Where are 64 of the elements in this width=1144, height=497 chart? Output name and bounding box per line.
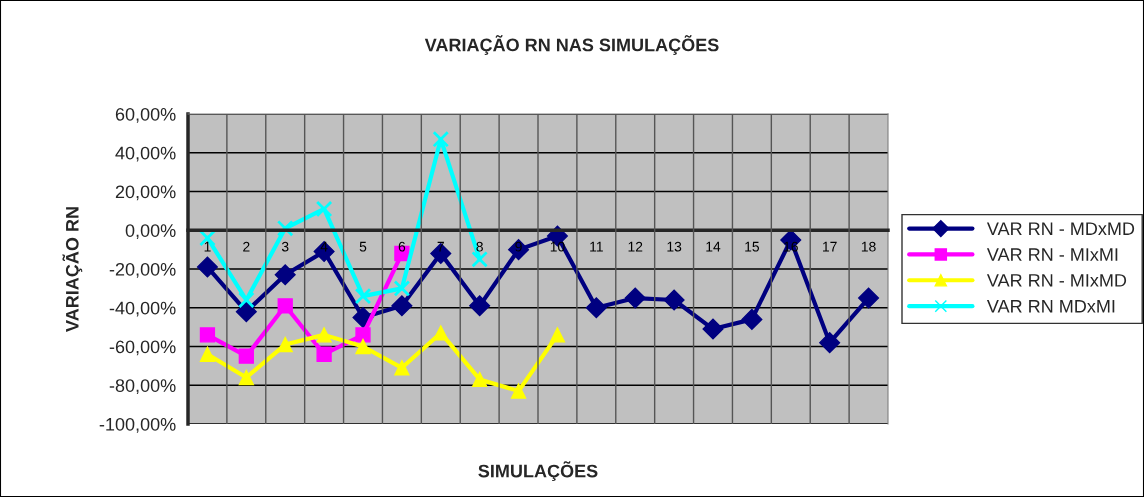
- legend-label: VAR RN - MIxMI: [986, 248, 1118, 261]
- point: [471, 250, 488, 268]
- point: [469, 295, 491, 317]
- y-tick-label: -20,00%: [109, 262, 176, 278]
- x-tick-label: 15: [745, 241, 760, 252]
- x-tick-label: 2: [243, 241, 250, 252]
- x-tick-label: 3: [281, 241, 289, 252]
- x-tick-label: 5: [359, 241, 367, 252]
- point: [472, 371, 488, 388]
- point: [354, 287, 372, 305]
- point: [355, 338, 371, 355]
- point: [393, 280, 411, 297]
- point: [315, 200, 333, 218]
- point: [741, 308, 763, 330]
- y-tick-label: 0,00%: [125, 224, 176, 240]
- point: [196, 256, 218, 278]
- point: [394, 360, 410, 376]
- y-axis-title: VARIAÇÃO RN: [62, 207, 83, 332]
- point: [199, 346, 216, 362]
- point: [277, 298, 293, 314]
- y-tick-label: 20,00%: [115, 185, 176, 201]
- point: [819, 332, 841, 354]
- y-tick-label: 60,00%: [115, 107, 176, 123]
- point: [624, 287, 646, 309]
- point: [432, 130, 450, 148]
- x-tick-label: 18: [861, 241, 876, 252]
- point: [277, 336, 293, 353]
- x-tick-label: 1: [204, 241, 211, 252]
- point: [238, 291, 255, 309]
- point: [274, 264, 296, 286]
- x-tick-label: 7: [437, 241, 444, 252]
- point: [663, 289, 685, 311]
- chart-title: VARIAÇÃO RN NAS SIMULAÇÕES: [424, 35, 719, 55]
- x-tick-label: 4: [320, 241, 328, 252]
- point: [316, 346, 332, 362]
- y-tick-label: -100,00%: [99, 417, 176, 433]
- legend-label: VAR RN - MIxMD: [986, 274, 1127, 287]
- point: [433, 325, 449, 341]
- x-tick-label: 13: [667, 241, 682, 252]
- legend-label: VAR RN - MDxMD: [986, 222, 1135, 235]
- point: [510, 383, 527, 399]
- y-tick-label: 40,00%: [115, 146, 176, 162]
- y-tick-label: -80,00%: [109, 379, 176, 395]
- point: [199, 327, 216, 343]
- point: [355, 327, 371, 343]
- x-tick-label: 11: [590, 241, 603, 252]
- point: [549, 327, 566, 343]
- x-tick-label: 9: [515, 241, 522, 252]
- point: [238, 369, 254, 386]
- point: [238, 348, 254, 364]
- point: [585, 297, 607, 319]
- point: [276, 219, 294, 237]
- y-tick-label: -40,00%: [109, 301, 176, 317]
- point: [235, 301, 257, 323]
- legend-label: VAR RN MDxMI: [986, 300, 1115, 313]
- x-tick-label: 12: [628, 241, 643, 252]
- y-tick-label: -60,00%: [109, 340, 176, 356]
- point: [316, 327, 332, 343]
- x-axis-title: SIMULAÇÕES: [478, 461, 598, 482]
- x-tick-label: 17: [823, 241, 837, 252]
- point: [858, 287, 880, 309]
- point: [702, 318, 724, 340]
- x-tick-label: 14: [706, 241, 721, 252]
- point: [391, 295, 413, 317]
